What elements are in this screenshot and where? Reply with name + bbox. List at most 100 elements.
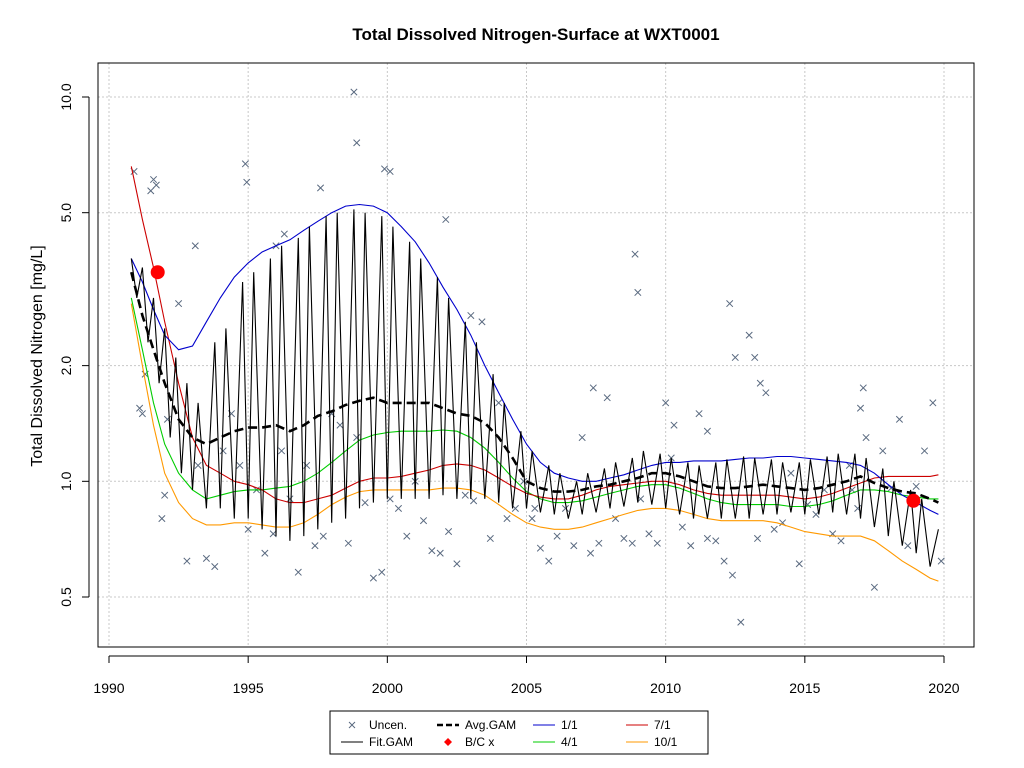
bc-point bbox=[906, 493, 921, 508]
uncen-point bbox=[879, 447, 887, 455]
uncen-point bbox=[202, 554, 210, 562]
series-line-7-1 bbox=[130, 166, 939, 504]
legend-marker-diamond bbox=[444, 738, 452, 746]
uncen-point bbox=[261, 549, 269, 557]
uncen-point bbox=[158, 515, 166, 523]
uncen-point bbox=[720, 557, 728, 565]
uncen-point bbox=[904, 542, 912, 550]
uncen-point bbox=[461, 491, 469, 499]
uncen-point bbox=[589, 384, 597, 392]
uncen-point bbox=[762, 389, 770, 397]
x-tick-label: 2015 bbox=[789, 680, 820, 696]
uncen-point bbox=[344, 539, 352, 547]
uncen-point bbox=[244, 525, 252, 533]
series-line-avg-gam bbox=[130, 271, 939, 504]
uncen-point bbox=[219, 447, 227, 455]
uncen-point bbox=[859, 384, 867, 392]
uncen-point bbox=[620, 534, 628, 543]
x-tick-label: 2005 bbox=[511, 680, 542, 696]
uncen-point bbox=[645, 530, 653, 538]
uncen-point bbox=[520, 477, 528, 485]
uncen-point bbox=[278, 447, 286, 455]
uncen-point bbox=[319, 532, 327, 540]
uncen-point bbox=[467, 311, 475, 320]
legend-box bbox=[329, 710, 709, 755]
uncen-point bbox=[631, 250, 639, 258]
uncen-point bbox=[687, 542, 695, 550]
legend-item: Avg.GAM bbox=[437, 718, 516, 732]
uncen-point bbox=[695, 410, 703, 418]
uncen-point bbox=[294, 568, 302, 576]
legend-item: 1/1 bbox=[533, 718, 578, 732]
x-tick-label: 2000 bbox=[372, 680, 403, 696]
uncen-point bbox=[175, 300, 183, 308]
uncen-point bbox=[753, 534, 762, 543]
y-tick-label: 0.5 bbox=[58, 587, 74, 607]
uncen-point bbox=[795, 560, 803, 568]
uncen-point bbox=[353, 433, 361, 442]
uncen-point bbox=[419, 517, 428, 525]
legend-item: 4/1 bbox=[533, 735, 578, 749]
y-tick-label: 10.0 bbox=[58, 83, 74, 110]
uncen-point bbox=[770, 525, 778, 533]
uncen-point bbox=[138, 410, 146, 418]
series-line-10-1 bbox=[130, 303, 939, 582]
uncen-point bbox=[191, 242, 199, 250]
legend-item: 7/1 bbox=[626, 718, 671, 732]
uncen-point bbox=[895, 415, 904, 423]
uncen-point bbox=[161, 491, 169, 499]
uncen-point bbox=[856, 404, 865, 412]
uncen-point bbox=[703, 427, 711, 435]
uncen-point bbox=[628, 539, 636, 547]
uncen-point bbox=[653, 539, 661, 547]
uncen-point bbox=[570, 542, 578, 550]
uncen-point bbox=[211, 563, 219, 571]
y-tick-label: 5.0 bbox=[58, 203, 74, 223]
uncen-point bbox=[470, 497, 478, 505]
legend-item: Fit.GAM bbox=[341, 735, 413, 749]
uncen-point bbox=[394, 504, 403, 512]
legend-label: 7/1 bbox=[654, 718, 671, 732]
uncen-point bbox=[787, 469, 795, 477]
legend-label: 4/1 bbox=[561, 735, 578, 749]
legend-label: Avg.GAM bbox=[465, 718, 516, 732]
bc-point bbox=[150, 265, 165, 280]
uncen-point bbox=[528, 515, 536, 523]
uncen-point bbox=[862, 433, 870, 442]
uncen-point bbox=[726, 300, 734, 308]
uncen-point bbox=[350, 88, 358, 96]
uncen-point bbox=[403, 532, 411, 540]
uncen-point bbox=[662, 399, 670, 407]
legend-label: 10/1 bbox=[654, 735, 678, 749]
uncen-point bbox=[136, 404, 144, 412]
uncen-point bbox=[495, 399, 503, 407]
uncen-point bbox=[236, 461, 244, 469]
uncen-point bbox=[280, 230, 288, 238]
uncen-point bbox=[745, 331, 753, 339]
legend: Uncen. Avg.GAM 1/1 7/1 Fit.GAM B/C x 4/1 10/1 bbox=[329, 710, 709, 755]
uncen-point bbox=[503, 515, 511, 523]
uncen-point bbox=[634, 288, 642, 297]
uncen-point bbox=[837, 537, 845, 545]
uncen-point bbox=[336, 421, 344, 429]
y-tick-label: 2.0 bbox=[58, 356, 74, 376]
uncen-point bbox=[553, 532, 561, 540]
y-tick-label: 1.0 bbox=[58, 471, 74, 491]
legend-marker-x bbox=[348, 721, 356, 729]
uncen-point bbox=[586, 549, 595, 557]
uncen-point bbox=[703, 534, 711, 543]
uncen-point bbox=[929, 399, 937, 407]
uncen-point bbox=[595, 539, 603, 547]
uncen-point bbox=[751, 353, 759, 362]
uncen-point bbox=[870, 583, 878, 591]
x-tick-label: 1995 bbox=[233, 680, 264, 696]
uncen-point bbox=[147, 187, 155, 195]
uncen-point bbox=[428, 547, 436, 555]
series-line-1-1 bbox=[130, 203, 939, 515]
uncen-point bbox=[486, 534, 494, 543]
uncen-point bbox=[194, 461, 202, 469]
uncen-point bbox=[311, 542, 319, 550]
uncen-point bbox=[386, 495, 394, 503]
